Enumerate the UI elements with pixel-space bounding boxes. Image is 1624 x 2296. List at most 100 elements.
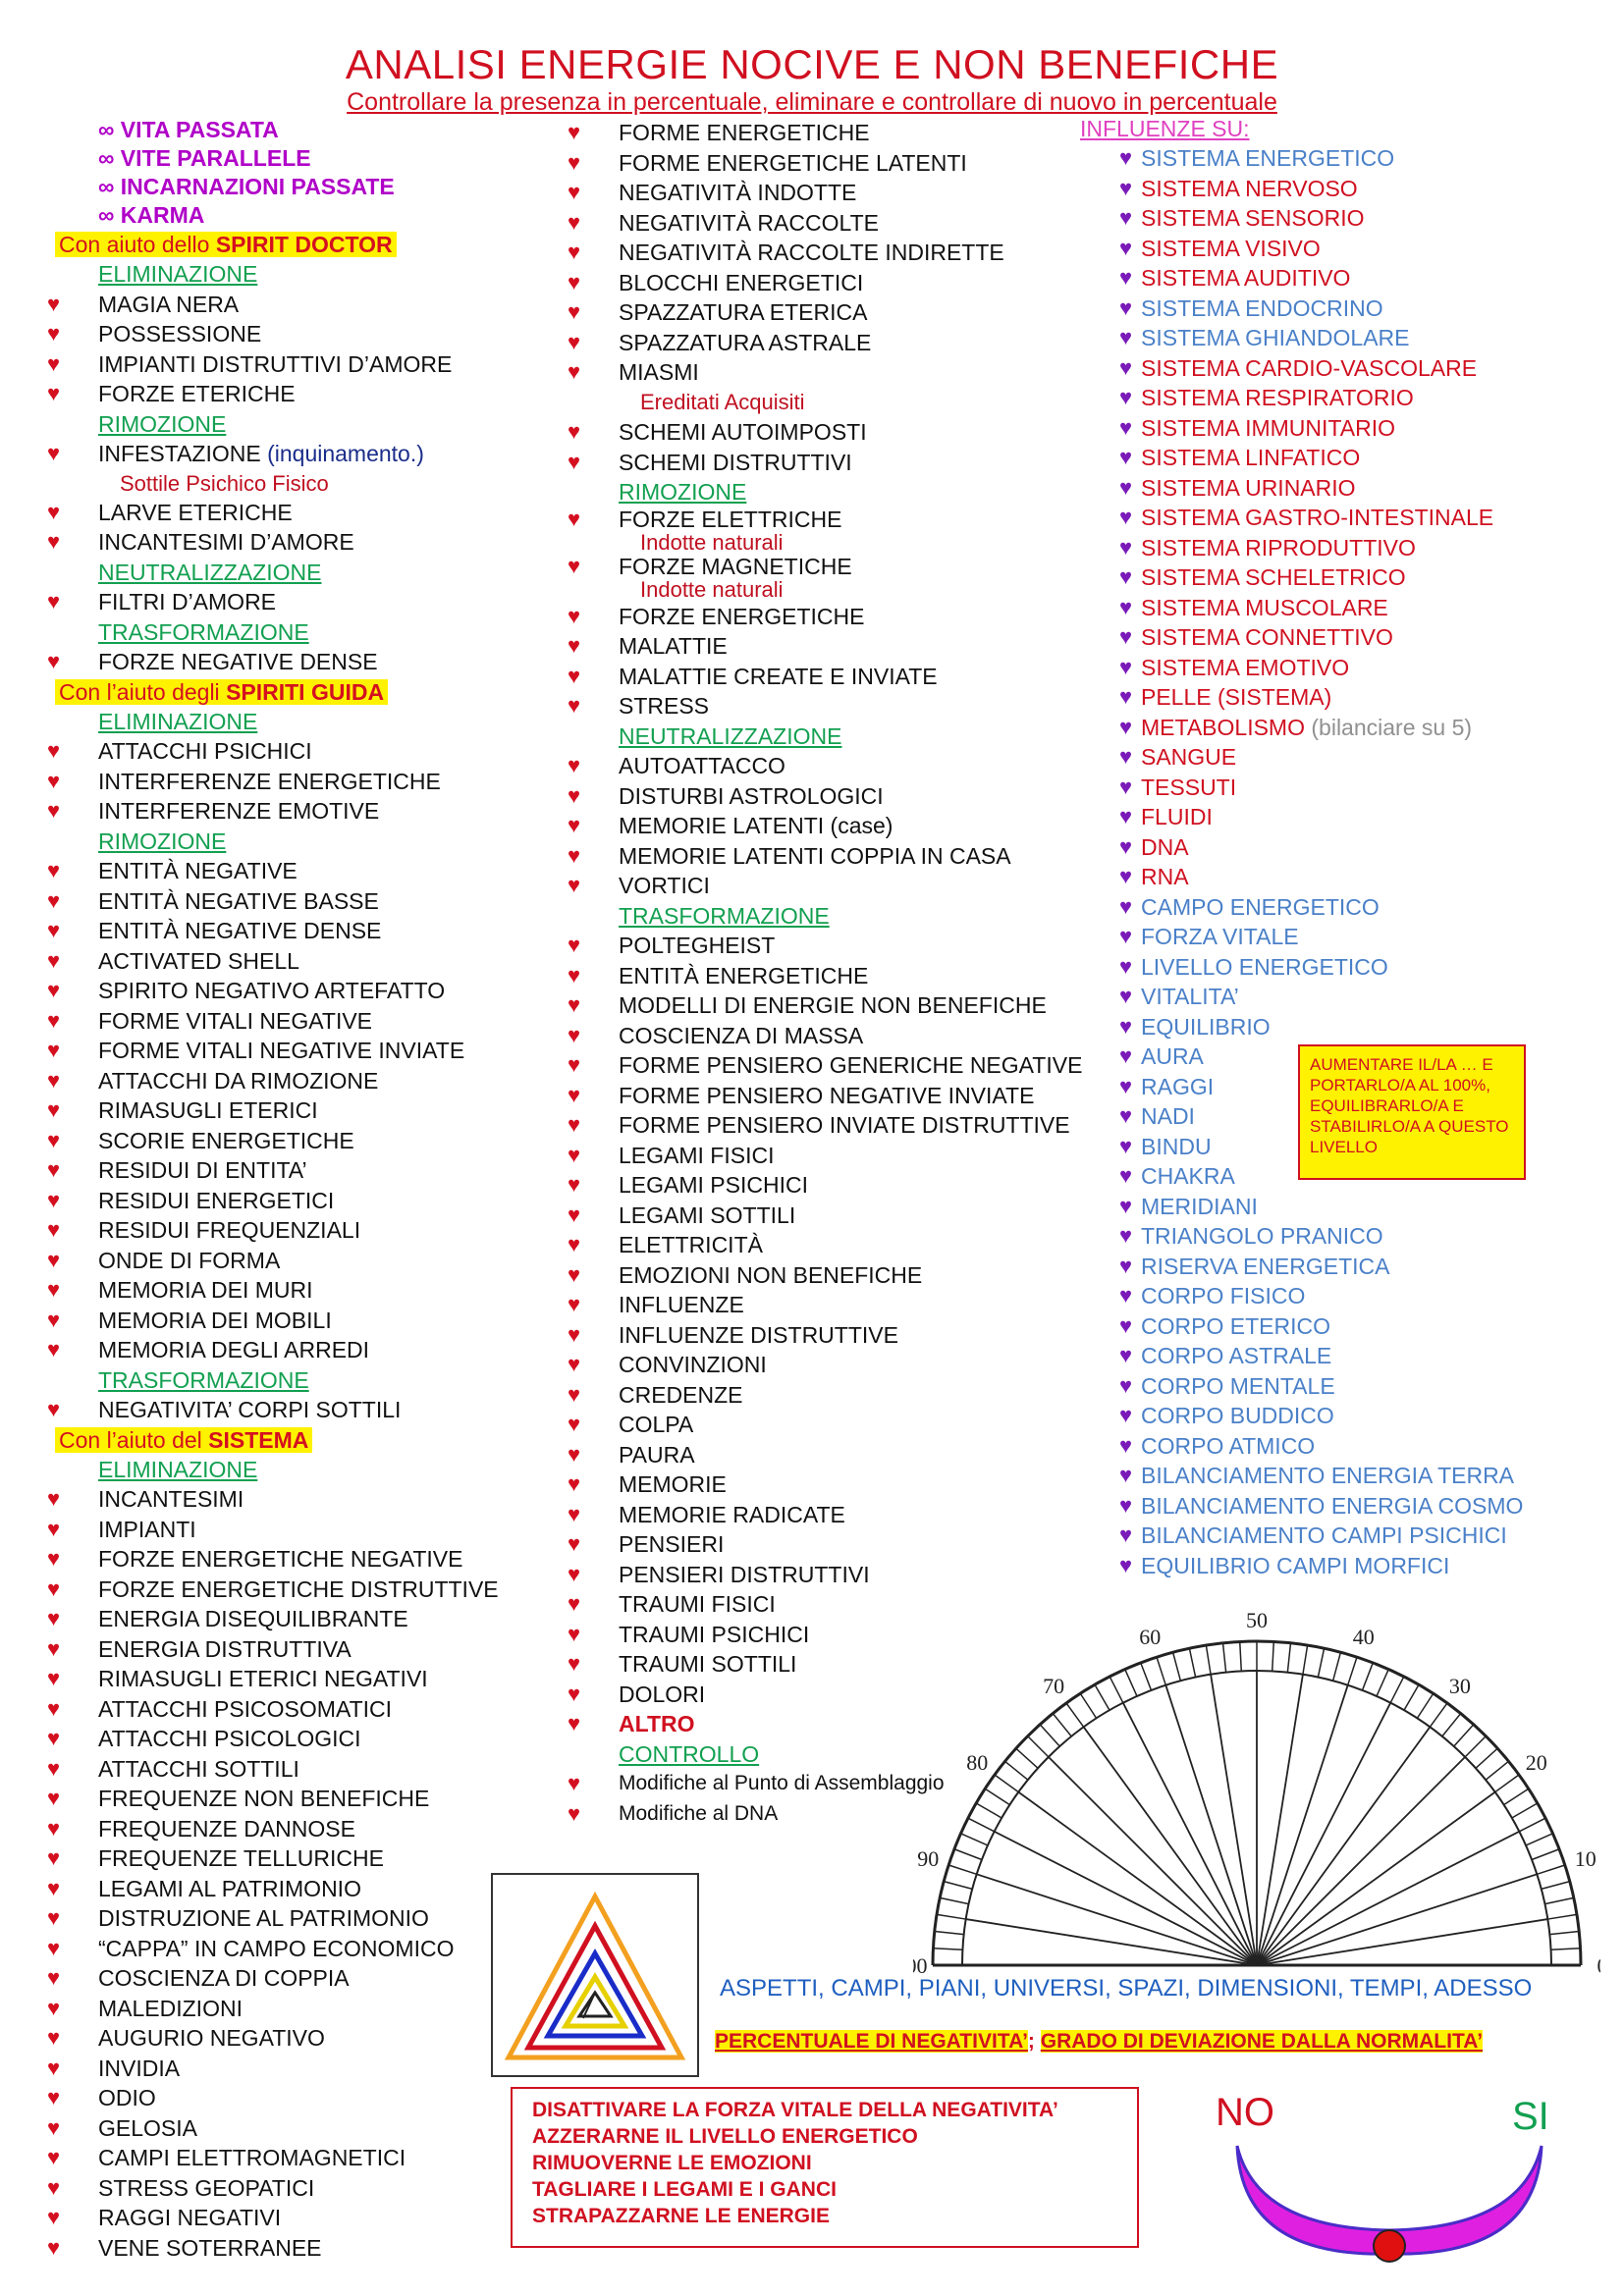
dial-tick [1494,1774,1520,1793]
dial-tick [1079,1692,1098,1719]
infestazione-types-text: Sottile Psichico Fisico [120,470,329,496]
list-item-text: FORME ENERGETICHE [619,120,870,145]
list-item: ♥ DISTURBI ASTROLOGICI [568,781,1078,812]
list-item: ♥ ENTITÀ NEGATIVE DENSE [47,916,558,946]
heart-icon: ♥ [47,529,61,554]
page-subtitle: Controllare la presenza in percentuale, … [347,88,1277,116]
heart-icon: ♥ [1119,445,1133,469]
dial-tick [1541,1880,1570,1891]
heart-icon: ♥ [1119,1223,1133,1248]
list-item: ♥ CAMPI ELETTROMAGNETICI [47,2143,558,2173]
heart-icon: ♥ [568,813,581,837]
intro-item-text: ∞ VITA PASSATA [98,116,279,144]
dial-ray [965,1918,1258,1966]
list-item-text: RESIDUI ENERGETICI [98,1187,335,1213]
heart-icon: ♥ [1119,564,1133,589]
dial-ray [1048,1756,1258,1966]
page-title: ANALISI ENERGIE NOCIVE E NON BENEFICHE [345,41,1279,87]
dial-ray [1017,1790,1258,1966]
heart-icon: ♥ [47,2055,61,2080]
list-item: ♥ ODIO [47,2083,558,2113]
list-item-text: BINDU [1141,1133,1212,1159]
list-item: ♥ FREQUENZE NON BENEFICHE [47,1784,558,1814]
heart-icon: ♥ [47,1247,61,1272]
heart-icon: ♥ [47,1786,61,1810]
heart-icon: ♥ [47,2085,61,2109]
dial-label: 60 [1139,1625,1161,1649]
influence-item: ♥ SISTEMA AUDITIVO [1080,263,1610,294]
list-item-text: INFLUENZE DISTRUTTIVE [619,1321,898,1348]
list-item-text: STRESS [619,693,710,719]
list-item-text: SISTEMA EMOTIVO [1141,654,1350,680]
heart-icon: ♥ [568,180,581,204]
list-item-text: CONVINZIONI [619,1352,767,1377]
heart-icon: ♥ [568,1381,581,1407]
heart-icon: ♥ [568,933,581,957]
dial-tick [940,1896,969,1905]
dial-tick [975,1802,1002,1819]
list-item-text: GELOSIA [98,2114,197,2141]
influence-item: ♥ SISTEMA SCHELETRICO [1080,562,1610,593]
list-item-text: FORZE MAGNETICHE [619,553,852,579]
list-item-text: AURA [1141,1043,1204,1069]
dial-tick [1221,1642,1227,1673]
heart-icon: ♥ [47,1995,61,2020]
section-heading-text: RIMOZIONE [98,410,227,437]
list-item: ♥ FORME VITALI NEGATIVE [47,1006,558,1037]
influence-item: ♥ SISTEMA CARDIO-VASCOLARE [1080,353,1610,384]
list-item-text: SISTEMA CONNETTIVO [1141,624,1393,650]
list-item-text: INVIDIA [98,2055,181,2081]
heart-icon: ♥ [47,2025,61,2050]
heart-icon: ♥ [1119,1343,1133,1367]
heart-icon: ♥ [47,1007,61,1033]
influence-item: ♥ VITALITA’ [1080,982,1610,1012]
influence-item: ♥ RISERVA ENERGETICA [1080,1252,1610,1282]
heart-icon: ♥ [1119,1492,1133,1518]
dial-tick [1361,1662,1374,1691]
list-item: ♥ LEGAMI SOTTILI [568,1201,1078,1231]
list-item: ♥ NEGATIVITÀ INDOTTE [568,178,1078,208]
influence-item: ♥ SISTEMA GHIANDOLARE [1080,323,1610,353]
section-heading-text: TRASFORMAZIONE [98,618,309,645]
heart-icon: ♥ [47,350,61,376]
disattivare-line: DISATTIVARE LA FORZA VITALE DELLA NEGATI… [532,2099,1058,2121]
helper-tag-prefix: Con l’aiuto degli [59,678,227,705]
list-item-text: FORZE ETERICHE [98,381,296,406]
list-item: ♥ INTERFERENZE EMOTIVE [47,796,558,827]
list-item-text: FORME PENSIERO GENERICHE NEGATIVE [619,1052,1083,1078]
dial-ray [994,1831,1258,1966]
section-heading: ELIMINAZIONE [47,1455,558,1485]
list-item-text: STRESS GEOPATICI [98,2174,315,2201]
dial-tick [1464,1735,1487,1758]
heart-icon: ♥ [47,1397,61,1421]
infestazione-paren: (inquinamento.) [260,441,424,466]
influence-item: ♥ BILANCIAMENTO ENERGIA TERRA [1080,1461,1610,1491]
influence-item: ♥ TESSUTI [1080,773,1610,803]
influence-item: ♥ SISTEMA ENDOCRINO [1080,294,1610,324]
dial-label: 50 [1246,1610,1268,1632]
dial-tick [1317,1648,1326,1678]
list-item-text: FORME VITALI NEGATIVE INVIATE [98,1038,465,1063]
dial-tick [1403,1683,1420,1711]
heart-icon: ♥ [1119,714,1133,739]
list-item: ♥ RIMASUGLI ETERICI NEGATIVI [47,1664,558,1694]
section-heading-text: NEUTRALIZZAZIONE [619,722,842,749]
heart-icon: ♥ [1119,1463,1133,1487]
list-item-text: SISTEMA GASTRO-INTESTINALE [1141,505,1494,530]
list-item: ♥ DISTRUZIONE AL PATRIMONIO [47,1903,558,1934]
list-item-text: DISTURBI ASTROLOGICI [619,782,884,809]
dial-ray [1256,1918,1548,1966]
list-item: ♥ ONDE DI FORMA [47,1246,558,1276]
list-item-text: SISTEMA ENDOCRINO [1141,294,1383,321]
list-item: ♥ FORME PENSIERO NEGATIVE INVIATE [568,1081,1078,1111]
helper-row: Con l’aiuto degli SPIRITI GUIDA [47,677,558,707]
list-item: ♥ COLPA [568,1410,1078,1440]
dial-tick [1065,1702,1085,1728]
list-item-text: ALTRO [619,1709,695,1739]
dial-tick [1156,1656,1167,1685]
list-item: ♥ NEGATIVITÀ RACCOLTE INDIRETTE [568,238,1078,268]
heart-icon: ♥ [1119,893,1133,919]
list-item-text: MERIDIANI [1141,1193,1258,1219]
heart-icon: ♥ [568,1022,581,1047]
list-item-text: ACTIVATED SHELL [98,947,299,974]
